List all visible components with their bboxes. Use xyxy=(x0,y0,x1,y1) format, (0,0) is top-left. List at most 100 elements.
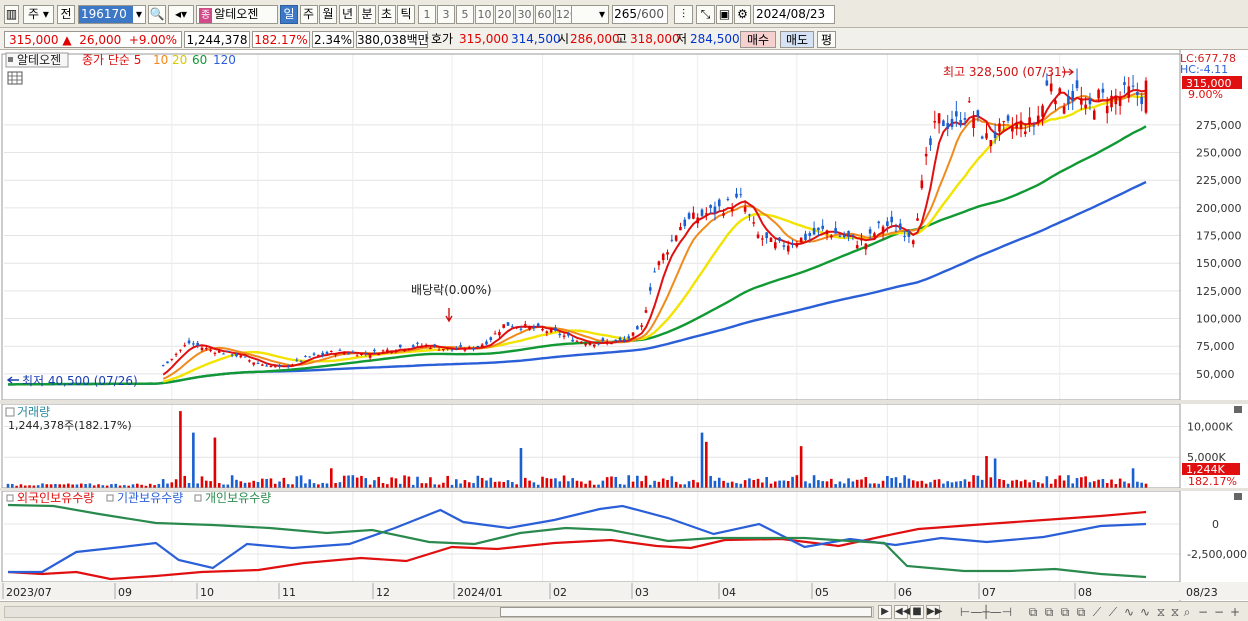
candle xyxy=(562,335,566,337)
volume-bar xyxy=(717,477,721,488)
scroll-thumb[interactable] xyxy=(500,607,872,617)
candle xyxy=(842,235,846,238)
volume-bar xyxy=(304,483,307,488)
volume-bar xyxy=(1049,483,1053,488)
zoom-in-icon[interactable]: + xyxy=(1229,605,1241,619)
interval-button[interactable]: 3 xyxy=(437,5,455,24)
stock-name-box[interactable]: 종 알테오젠 xyxy=(196,5,278,24)
volume-bar xyxy=(148,483,152,488)
period-button[interactable]: 일 xyxy=(280,5,298,24)
volume-bar xyxy=(536,484,540,488)
volume-bar xyxy=(407,476,411,488)
prev-button[interactable]: 전 xyxy=(57,5,75,24)
volume-bar xyxy=(1019,481,1023,488)
trend-icon[interactable]: ∿ xyxy=(1123,605,1135,619)
volume-bar xyxy=(429,477,432,488)
layout-icon[interactable]: ⧉ xyxy=(1076,605,1086,619)
individual-holdings-line xyxy=(7,503,1147,579)
buy-button[interactable]: 매수 xyxy=(740,31,776,48)
volume-bar xyxy=(980,479,984,488)
period-button[interactable]: 년 xyxy=(338,5,357,24)
zoom-out-icon[interactable]: − xyxy=(1197,605,1209,619)
candle xyxy=(993,131,997,139)
volume-bar xyxy=(924,483,928,488)
interval-button[interactable]: 5 xyxy=(456,5,474,24)
period-button[interactable]: 분 xyxy=(358,5,376,24)
chevron-down-icon[interactable]: ▾ xyxy=(133,6,145,23)
volume-bar xyxy=(67,483,70,488)
layout-icon[interactable]: ⧉ xyxy=(1044,605,1054,619)
volume-bar xyxy=(683,484,687,488)
volume-bar xyxy=(101,485,105,488)
period-button[interactable]: 초 xyxy=(377,5,396,24)
rewind-icon[interactable]: ◀◀ xyxy=(894,605,911,619)
volume-bar xyxy=(123,485,126,488)
stock-chart[interactable]: 275,000 250,000 225,000 200,000 175,000 150,0… xyxy=(0,50,1248,601)
x-tick-label: 2023/07 xyxy=(6,586,52,599)
candle xyxy=(528,326,531,330)
stop-icon[interactable]: ■ xyxy=(910,605,924,619)
interval-button[interactable]: 20 xyxy=(495,5,514,24)
interval-custom-select[interactable]: ▾ xyxy=(571,5,609,24)
zoom-icon[interactable]: ⌕ xyxy=(1183,605,1191,619)
date-input[interactable]: 2024/08/23 ▦ xyxy=(753,5,835,24)
draw-tool-icon[interactable]: ⤡ xyxy=(696,5,715,24)
interval-button[interactable]: 60 xyxy=(535,5,554,24)
stock-code-input[interactable]: 196170 ▾ xyxy=(78,5,146,24)
fast-forward-icon[interactable]: ▶▶ xyxy=(926,605,943,619)
price-change: 26,000 xyxy=(79,33,122,47)
ma-legend-item: 20 xyxy=(172,53,187,67)
trend-icon[interactable]: ⟋ xyxy=(1092,605,1102,619)
horizontal-scrollbar[interactable] xyxy=(4,606,874,618)
x-tick-label: 08/23 xyxy=(1186,586,1218,599)
calendar-icon[interactable]: ▦ xyxy=(822,23,834,24)
candle xyxy=(398,344,402,348)
candle xyxy=(536,323,540,327)
volume-bar xyxy=(929,482,932,488)
volume-bar xyxy=(1136,481,1139,488)
volume-bar xyxy=(584,483,587,488)
volume-bar xyxy=(955,481,958,488)
volume-bar xyxy=(748,478,751,488)
zoom-out-icon[interactable]: − xyxy=(1213,605,1225,619)
speaker-icon[interactable]: ◂▾ xyxy=(168,5,194,24)
search-icon[interactable]: 🔍 xyxy=(148,5,166,24)
volume-bar xyxy=(19,484,23,488)
y-tick-label: 150,000 xyxy=(1196,257,1242,270)
candle xyxy=(644,310,648,313)
candle xyxy=(584,343,587,346)
candle-count-input[interactable]: 265/600 xyxy=(612,5,668,24)
sell-button[interactable]: 매도 xyxy=(780,31,814,48)
chart-area[interactable]: 275,000 250,000 225,000 200,000 175,000 150,0… xyxy=(0,50,1248,601)
candle xyxy=(183,345,187,347)
interval-button[interactable]: 30 xyxy=(515,5,534,24)
period-button[interactable]: 월 xyxy=(319,5,337,24)
period-button[interactable]: 틱 xyxy=(397,5,415,24)
volume-bar xyxy=(756,478,760,488)
institution-holdings-line xyxy=(8,504,1147,574)
layout-icon[interactable]: ⧉ xyxy=(1060,605,1070,619)
volume-bar xyxy=(1011,480,1014,488)
candle xyxy=(636,326,639,330)
candle xyxy=(351,351,355,353)
interval-button[interactable]: 10 xyxy=(475,5,494,24)
zoom-slider[interactable]: ⊢—┼—⊣ xyxy=(959,605,1013,619)
volume-bar xyxy=(252,480,256,488)
gear-icon[interactable]: ⚙ xyxy=(734,5,751,24)
period-button[interactable]: 주 xyxy=(299,5,318,24)
scroll-right-icon[interactable]: ▶ xyxy=(878,605,892,619)
trend-icon[interactable]: ⟋ xyxy=(1108,605,1118,619)
trend-icon[interactable]: ∿ xyxy=(1139,605,1151,619)
evaluate-button[interactable]: 평 xyxy=(817,31,836,48)
save-icon[interactable]: ▣ xyxy=(716,5,733,24)
market-select[interactable]: 주 ▾ xyxy=(23,5,54,24)
layout-icon[interactable]: ⧉ xyxy=(1028,605,1038,619)
holdings-legend-item: 개인보유수량 xyxy=(205,491,271,505)
tool-icon[interactable]: ⧖ xyxy=(1170,605,1180,619)
interval-button[interactable]: 1 xyxy=(418,5,436,24)
candle xyxy=(929,138,932,146)
tool-icon[interactable]: ⧖ xyxy=(1156,605,1166,619)
candle xyxy=(545,331,549,334)
candle-type-icon[interactable]: ⫶ xyxy=(674,5,693,24)
chart-menu-icon[interactable]: ▥ xyxy=(4,5,19,24)
